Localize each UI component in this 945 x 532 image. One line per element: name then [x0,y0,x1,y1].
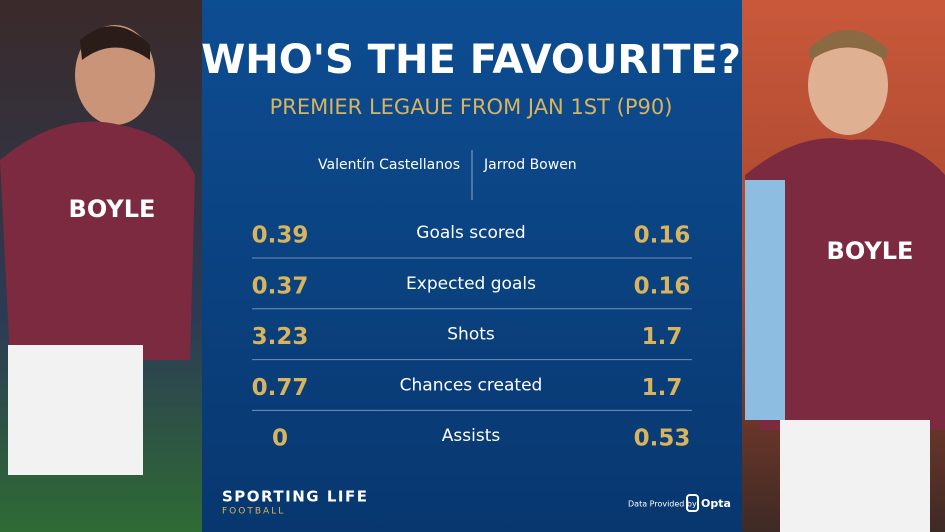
brand-sub: FOOTBALL [222,507,285,517]
right-photo: BOYLE [742,0,945,532]
panel [202,0,742,532]
right-value: 0.16 [634,223,691,249]
player-name: Jarrod Bowen [483,157,577,173]
title: WHO'S THE FAVOURITE? [201,37,741,83]
svg-text:BOYLE: BOYLE [69,195,156,223]
stat-label: Shots [447,325,495,345]
credit: Data Provided by [628,500,697,509]
right-value: 0.53 [634,426,691,452]
left-value: 0.39 [252,223,309,249]
stat-label: Expected goals [406,274,536,294]
subtitle: PREMIER LEGAUE FROM JAN 1ST (P90) [270,95,673,119]
player-name: Valentín Castellanos [318,157,460,173]
left-value: 3.23 [252,324,309,350]
left-value: 0 [272,426,288,452]
svg-text:BOYLE: BOYLE [827,237,914,265]
stat-label: Goals scored [416,223,525,243]
stats-table: 0.39 Goals scored 0.16 0.37 Expected goals 0.… [252,223,692,452]
right-value: 1.7 [642,375,683,401]
left-value: 0.77 [252,375,309,401]
left-photo: BOYLE [0,0,202,532]
stat-label: Chances created [400,375,543,395]
left-value: 0.37 [252,273,309,299]
stat-label: Assists [442,426,501,446]
brand: SPORTING LIFE [222,488,368,506]
opta-logo [686,494,699,512]
right-value: 1.7 [642,324,683,350]
right-value: 0.16 [634,273,691,299]
provider: Opta [701,497,731,510]
